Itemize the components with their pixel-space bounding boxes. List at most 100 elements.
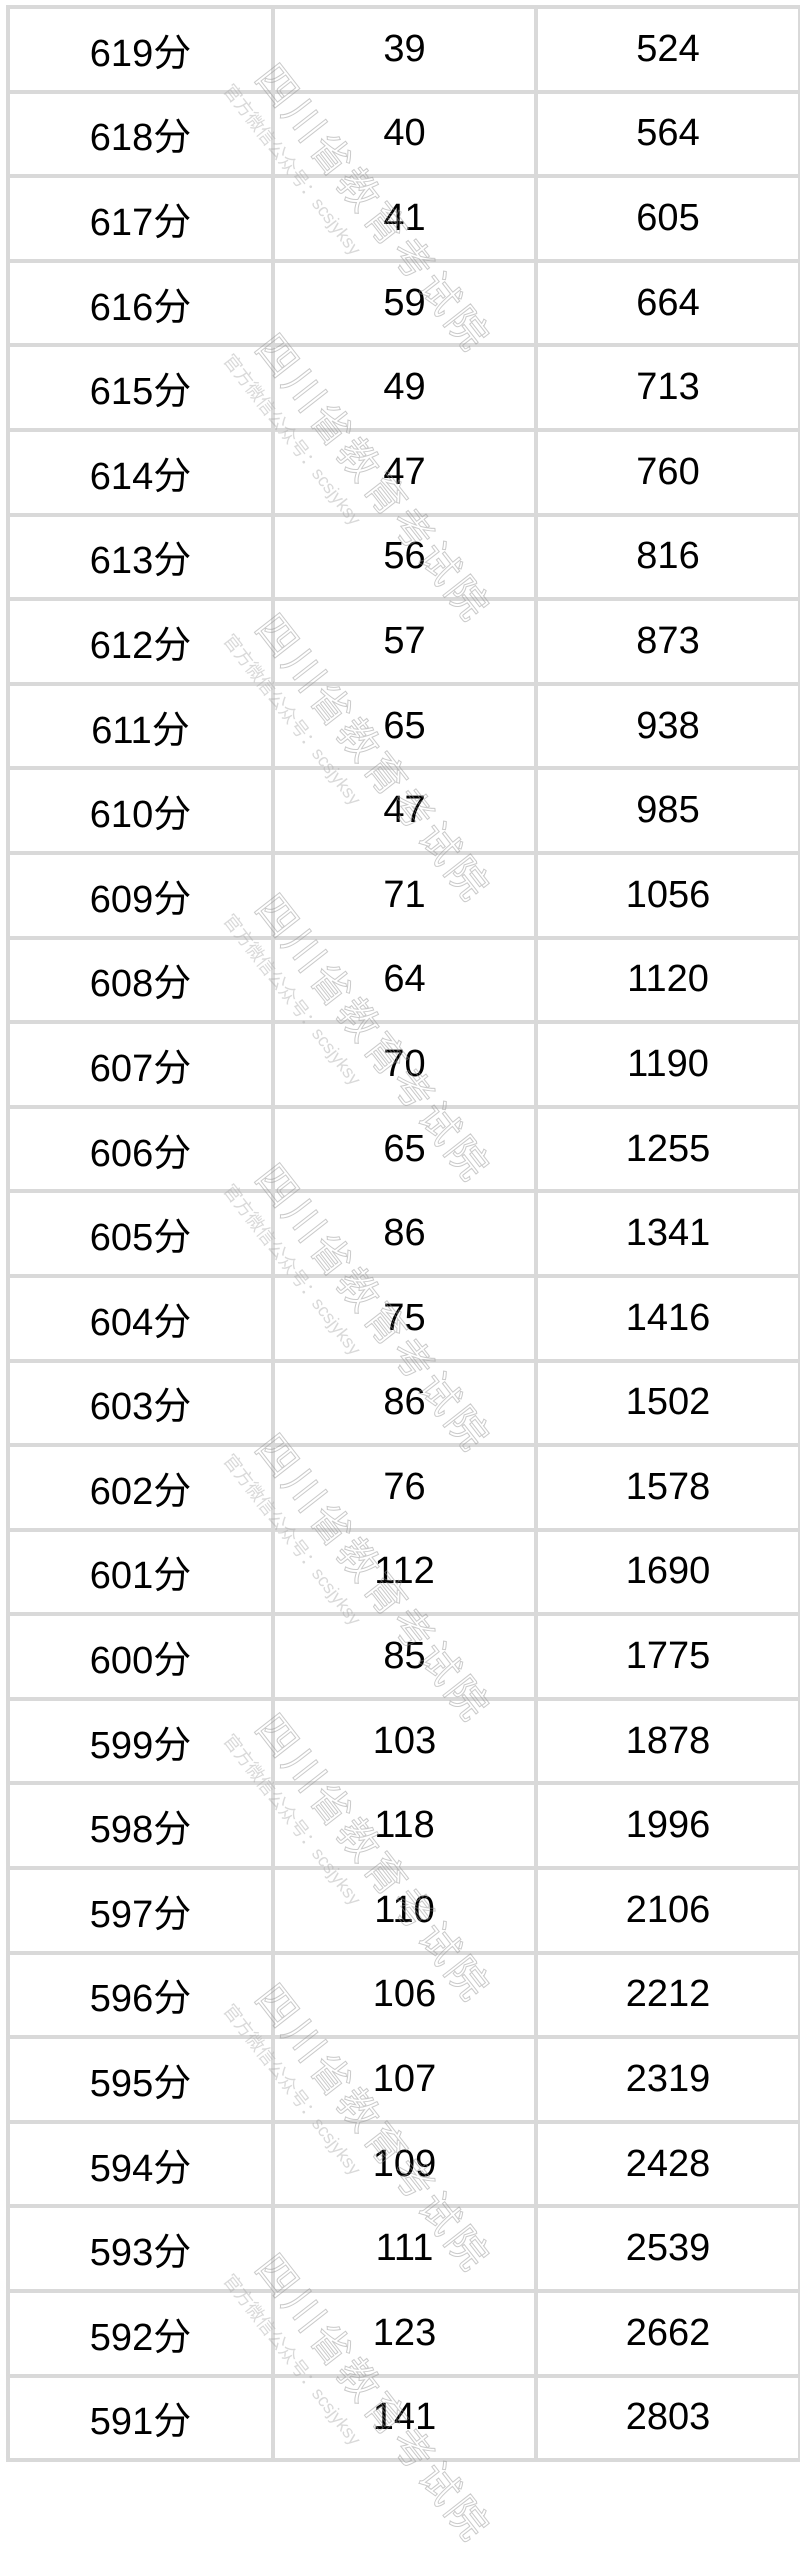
score-cell: 605分 (6, 1189, 275, 1278)
cumulative-cell: 1996 (534, 1781, 800, 1871)
score-cell: 609分 (6, 850, 275, 940)
cumulative-cell: 1056 (534, 850, 800, 940)
cumulative-cell: 2662 (534, 2289, 800, 2378)
score-cell: 595分 (6, 2035, 275, 2124)
table-row: 599分 103 1878 (6, 1696, 800, 1786)
table-row: 594分 109 2428 (6, 2119, 800, 2209)
cumulative-cell: 816 (534, 512, 800, 602)
score-cell: 615分 (6, 343, 275, 432)
count-cell: 57 (271, 597, 538, 686)
table-row: 615分 49 713 (6, 343, 800, 432)
cumulative-cell: 605 (534, 174, 800, 263)
cumulative-cell: 1255 (534, 1104, 800, 1194)
cumulative-cell: 2106 (534, 1866, 800, 1955)
table-row: 611分 65 938 (6, 681, 800, 771)
cumulative-cell: 2539 (534, 2204, 800, 2294)
score-cell: 596分 (6, 1950, 275, 2040)
table-row: 605分 86 1341 (6, 1189, 800, 1278)
score-cell: 619分 (6, 5, 275, 94)
score-cell: 602分 (6, 1443, 275, 1532)
cumulative-cell: 873 (534, 597, 800, 686)
score-cell: 599分 (6, 1696, 275, 1786)
score-cell: 603分 (6, 1358, 275, 1448)
score-cell: 600分 (6, 1612, 275, 1701)
cumulative-cell: 1416 (534, 1273, 800, 1363)
table-row: 593分 111 2539 (6, 2204, 800, 2294)
table-row: 607分 70 1190 (6, 1020, 800, 1109)
count-cell: 118 (271, 1781, 538, 1871)
count-cell: 59 (271, 258, 538, 348)
score-cell: 592分 (6, 2289, 275, 2378)
count-cell: 76 (271, 1443, 538, 1532)
table-row: 602分 76 1578 (6, 1443, 800, 1532)
table-row: 618分 40 564 (6, 89, 800, 179)
count-cell: 86 (271, 1189, 538, 1278)
cumulative-cell: 1690 (534, 1527, 800, 1617)
table-row: 592分 123 2662 (6, 2289, 800, 2378)
score-cell: 617分 (6, 174, 275, 263)
table-row: 600分 85 1775 (6, 1612, 800, 1701)
table-row: 601分 112 1690 (6, 1527, 800, 1617)
table-row: 613分 56 816 (6, 512, 800, 602)
score-cell: 607分 (6, 1020, 275, 1109)
count-cell: 65 (271, 1104, 538, 1194)
count-cell: 110 (271, 1866, 538, 1955)
score-cell: 606分 (6, 1104, 275, 1194)
count-cell: 103 (271, 1696, 538, 1786)
count-cell: 47 (271, 427, 538, 517)
table-row: 610分 47 985 (6, 766, 800, 855)
score-cell: 598分 (6, 1781, 275, 1871)
cumulative-cell: 713 (534, 343, 800, 432)
score-cell: 608分 (6, 935, 275, 1025)
score-cell: 616分 (6, 258, 275, 348)
score-cell: 601分 (6, 1527, 275, 1617)
cumulative-cell: 2212 (534, 1950, 800, 2040)
count-cell: 47 (271, 766, 538, 855)
count-cell: 41 (271, 174, 538, 263)
cumulative-cell: 1775 (534, 1612, 800, 1701)
cumulative-cell: 2319 (534, 2035, 800, 2124)
count-cell: 106 (271, 1950, 538, 2040)
table-row: 614分 47 760 (6, 427, 800, 517)
count-cell: 49 (271, 343, 538, 432)
count-cell: 39 (271, 5, 538, 94)
count-cell: 107 (271, 2035, 538, 2124)
score-cell: 604分 (6, 1273, 275, 1363)
count-cell: 40 (271, 89, 538, 179)
count-cell: 141 (271, 2373, 538, 2463)
score-cell: 594分 (6, 2119, 275, 2209)
cumulative-cell: 1502 (534, 1358, 800, 1448)
cumulative-cell: 1341 (534, 1189, 800, 1278)
score-cell: 597分 (6, 1866, 275, 1955)
cumulative-cell: 760 (534, 427, 800, 517)
table-row: 617分 41 605 (6, 174, 800, 263)
table-row: 598分 118 1996 (6, 1781, 800, 1871)
cumulative-cell: 564 (534, 89, 800, 179)
cumulative-cell: 1578 (534, 1443, 800, 1532)
count-cell: 70 (271, 1020, 538, 1109)
count-cell: 65 (271, 681, 538, 771)
table-row: 604分 75 1416 (6, 1273, 800, 1363)
count-cell: 112 (271, 1527, 538, 1617)
score-cell: 612分 (6, 597, 275, 686)
cumulative-cell: 938 (534, 681, 800, 771)
score-cell: 591分 (6, 2373, 275, 2463)
table-body: 619分 39 524 618分 40 564 617分 41 605 616分 59 664 615分… (6, 5, 800, 2463)
score-cell: 593分 (6, 2204, 275, 2294)
score-cell: 618分 (6, 89, 275, 179)
count-cell: 85 (271, 1612, 538, 1701)
cumulative-cell: 985 (534, 766, 800, 855)
table-row: 606分 65 1255 (6, 1104, 800, 1194)
count-cell: 123 (271, 2289, 538, 2378)
table-row: 608分 64 1120 (6, 935, 800, 1025)
count-cell: 86 (271, 1358, 538, 1448)
score-cell: 611分 (6, 681, 275, 771)
count-cell: 75 (271, 1273, 538, 1363)
count-cell: 56 (271, 512, 538, 602)
cumulative-cell: 1190 (534, 1020, 800, 1109)
table-row: 595分 107 2319 (6, 2035, 800, 2124)
table-row: 591分 141 2803 (6, 2373, 800, 2463)
score-distribution-table: 619分 39 524 618分 40 564 617分 41 605 616分 59 664 615分… (6, 5, 800, 2463)
cumulative-cell: 1120 (534, 935, 800, 1025)
cumulative-cell: 664 (534, 258, 800, 348)
